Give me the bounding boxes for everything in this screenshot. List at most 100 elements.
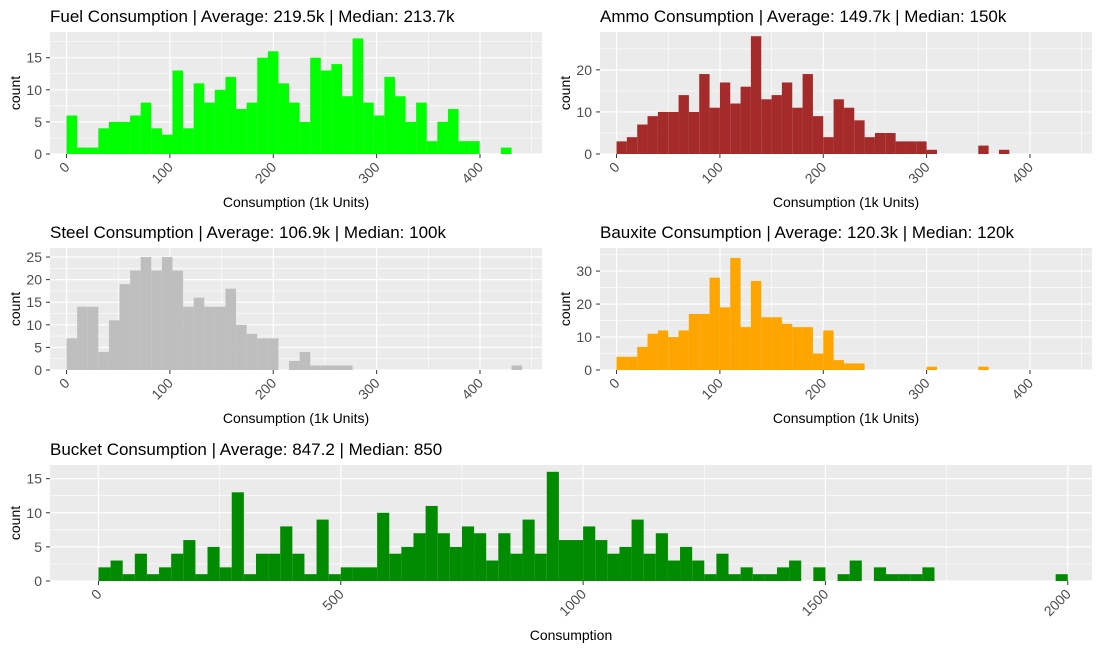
bucket-bar [558, 540, 571, 581]
ammo-y-tick-label: 10 [576, 104, 592, 120]
bucket-bar [389, 553, 402, 581]
steel-bar [341, 365, 353, 370]
fuel-bar [394, 96, 406, 154]
fuel-bar [246, 102, 258, 154]
bucket-bar [401, 546, 414, 581]
bucket-bar [789, 560, 802, 581]
fuel-y-tick-label: 15 [26, 50, 42, 66]
bauxite-chart-title: Bauxite Consumption | Average: 120.3k | … [600, 223, 1014, 242]
bucket-bar [643, 553, 656, 581]
bucket-bar [159, 567, 172, 581]
bucket-x-tick-label: 2000 [1041, 586, 1074, 619]
bucket-bar [813, 567, 826, 581]
bucket-bar [498, 533, 511, 581]
bauxite-bar [699, 313, 710, 370]
bauxite-bar [688, 313, 700, 370]
ammo-bar [864, 137, 875, 154]
steel-y-tick-label: 25 [26, 249, 42, 265]
bauxite-bar [626, 356, 638, 370]
fuel-bar [214, 89, 226, 154]
fuel-bar [161, 134, 173, 154]
fuel-chart-title: Fuel Consumption | Average: 219.5k | Med… [50, 7, 455, 26]
bucket-bar [837, 574, 850, 581]
steel-bar [119, 284, 131, 370]
bucket-bar [461, 526, 475, 581]
ammo-bar [750, 36, 762, 155]
steel-bar [204, 306, 215, 370]
ammo-bar [802, 74, 813, 154]
bauxite-bar [833, 360, 844, 370]
fuel-bar [183, 128, 194, 154]
bucket-bar [316, 519, 329, 581]
fuel-bar [193, 83, 205, 154]
bucket-bar [255, 553, 269, 581]
fuel-x-tick-label: 100 [148, 159, 176, 187]
bauxite-x-tick-label: 200 [802, 375, 830, 403]
fuel-bar [405, 121, 417, 154]
fuel-bar [151, 128, 162, 154]
bucket-bar [413, 533, 426, 581]
bucket-bar [474, 533, 487, 581]
steel-bar [511, 365, 523, 370]
steel-bar [236, 324, 247, 370]
bucket-bar [910, 574, 923, 581]
bucket-bar [98, 567, 111, 581]
bucket-bar [134, 553, 147, 581]
steel-bar [320, 365, 332, 370]
ammo-bar [719, 82, 731, 154]
ammo-bar [616, 141, 627, 154]
bucket-bar [110, 560, 123, 581]
fuel-bar [225, 76, 237, 154]
fuel-bar [98, 128, 109, 154]
bucket-y-axis-label: count [7, 506, 23, 540]
bucket-bar [328, 574, 341, 581]
bauxite-bar [978, 366, 989, 370]
steel-bar [66, 338, 78, 370]
steel-bar [98, 351, 109, 370]
steel-bar [257, 338, 268, 370]
steel-bar [130, 270, 141, 370]
steel-x-tick-label: 200 [252, 375, 280, 403]
bauxite-y-axis-label: count [557, 292, 573, 326]
steel-chart-title: Steel Consumption | Average: 106.9k | Me… [50, 223, 446, 242]
steel-bar [108, 320, 120, 370]
steel-y-tick-label: 0 [34, 362, 42, 378]
ammo-chart-title: Ammo Consumption | Average: 149.7k | Med… [600, 7, 1007, 26]
ammo-x-tick-label: 100 [698, 159, 726, 187]
fuel-bar [310, 57, 321, 154]
fuel-bar [257, 57, 268, 154]
bucket-bar [849, 560, 862, 581]
bucket-bar [740, 567, 753, 581]
ammo-bar [823, 137, 834, 154]
bucket-bar [280, 526, 293, 581]
ammo-bar [885, 132, 896, 154]
bucket-bar [534, 553, 547, 581]
bucket-bar [922, 567, 935, 581]
fuel-bar [384, 76, 395, 154]
ammo-x-tick-label: 200 [802, 159, 830, 187]
bauxite-y-tick-label: 10 [576, 329, 592, 345]
fuel-bar [426, 141, 438, 154]
fuel-bar [119, 121, 131, 154]
fuel-bar [172, 70, 184, 154]
steel-bar [87, 306, 99, 370]
bauxite-bar [792, 327, 803, 370]
steel-x-tick-label: 400 [458, 375, 486, 403]
bauxite-bar [750, 280, 762, 370]
fuel-y-axis-label: count [7, 76, 23, 110]
bauxite-bar [781, 323, 793, 370]
fuel-y-tick-label: 10 [26, 82, 42, 98]
steel-y-tick-label: 20 [26, 272, 42, 288]
bauxite-y-tick-label: 0 [584, 362, 592, 378]
steel-bar [77, 306, 88, 370]
fuel-x-tick-label: 400 [458, 159, 486, 187]
bucket-x-tick-label: 1500 [798, 586, 831, 619]
bauxite-bar [709, 277, 720, 370]
fuel-bar [77, 147, 88, 154]
fuel-bar [140, 102, 152, 154]
bucket-bar [510, 553, 523, 581]
steel-y-axis-label: count [7, 292, 23, 326]
fuel-chart: 0 5 10 15 0 100 200 300 400 Fuel Consumption | Av… [7, 7, 542, 210]
